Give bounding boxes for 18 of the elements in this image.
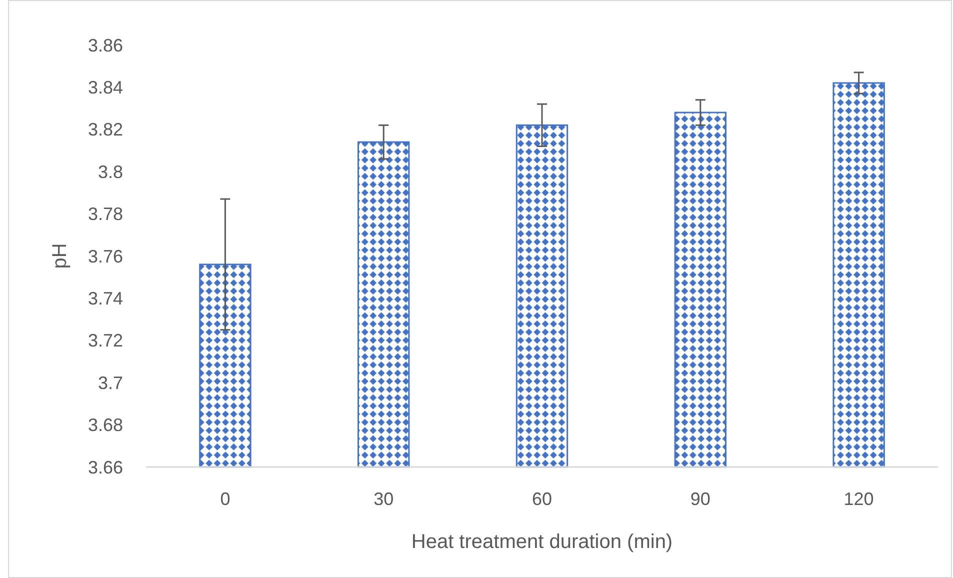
y-tick-label: 3.74 xyxy=(88,288,123,308)
x-tick-label: 90 xyxy=(690,489,710,509)
y-tick-label: 3.7 xyxy=(98,372,123,393)
y-tick-label: 3.76 xyxy=(88,246,123,266)
y-tick-label: 3.68 xyxy=(88,415,123,436)
y-tick-label: 3.72 xyxy=(88,330,123,351)
y-tick-label: 3.78 xyxy=(88,204,123,224)
y-axis-title: pH xyxy=(49,243,71,269)
x-axis-title: Heat treatment duration (min) xyxy=(411,531,673,553)
y-tick-label: 3.86 xyxy=(88,35,123,56)
x-tick-label: 60 xyxy=(532,489,552,509)
x-tick-label: 0 xyxy=(220,489,230,509)
y-tick-label: 3.66 xyxy=(88,457,123,478)
y-tick-label: 3.82 xyxy=(88,120,123,140)
y-tick-label: 3.84 xyxy=(88,78,123,98)
x-tick-label: 30 xyxy=(374,489,394,509)
x-tick-label: 120 xyxy=(844,489,874,509)
y-tick-label: 3.8 xyxy=(98,162,123,182)
